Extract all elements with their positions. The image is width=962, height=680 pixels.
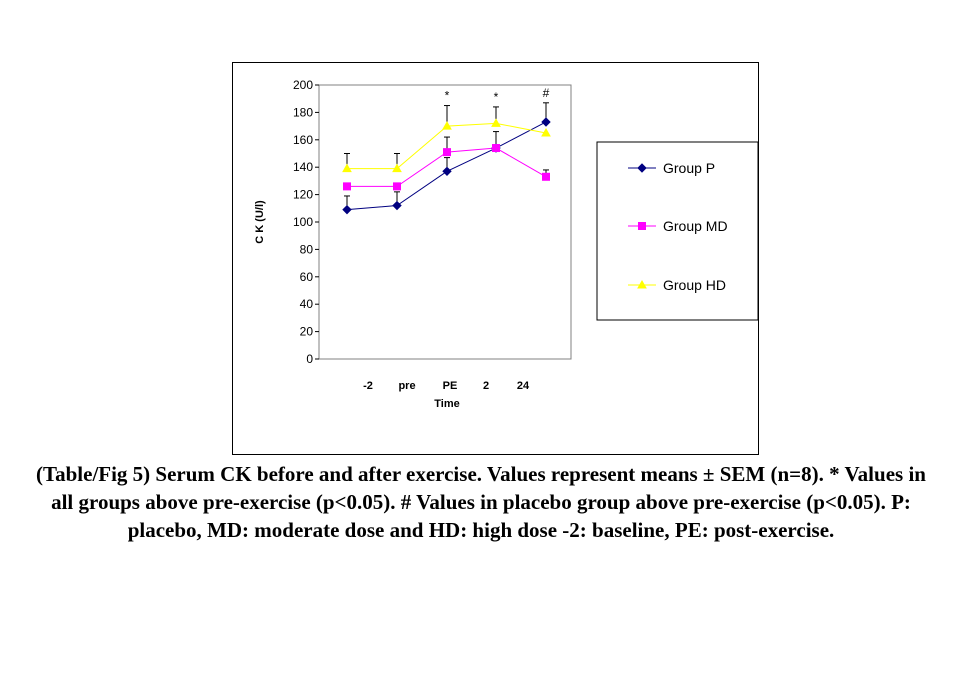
y-tick-label: 180 [293,105,313,119]
significance-annotation: # [543,86,550,100]
series-group-p-point [541,117,551,127]
legend-group-p-marker [637,163,647,173]
series-group-hd-point [541,127,551,137]
series-group-md-point [443,148,451,157]
legend-group-hd-label: Group HD [663,277,726,293]
series-group-hd-point [491,118,501,127]
y-tick-label: 80 [300,242,314,256]
y-tick-label: 160 [293,133,313,147]
y-tick-label: 200 [293,78,313,92]
series-group-hd-point [442,121,452,130]
y-tick-label: 140 [293,160,313,174]
significance-annotation: * [445,89,450,103]
ck-line-chart: 0 20 40 60 80 100 120 140 160 180 200 C K (U/l) -2 pr… [254,78,759,410]
x-tick-label: pre [398,380,415,392]
legend-group-md-label: Group MD [663,218,728,234]
x-tick-label: 24 [517,380,530,392]
series-group-md-point [492,144,500,153]
series-group-p-point [342,204,352,215]
series-group-p-point [442,166,452,177]
x-tick-label: 2 [483,380,489,392]
series-group-md-point [343,182,351,191]
y-tick-label: 0 [306,352,313,366]
x-axis-label: Time [434,398,459,410]
y-tick-label: 100 [293,215,313,229]
y-axis-label: C K (U/l) [254,200,266,244]
series-group-p-point [392,200,402,211]
legend-box [596,141,759,321]
y-tick-label: 120 [293,188,313,202]
legend-group-md-marker [638,222,646,230]
y-tick-label: 40 [300,297,314,311]
figure-frame: 0 20 40 60 80 100 120 140 160 180 200 C K (U/l) -2 pr… [232,62,759,455]
series-group-hd-point [342,163,352,173]
x-tick-label: PE [443,380,458,392]
x-tick-label: -2 [363,380,373,392]
series-group-md-point [542,172,550,181]
y-tick-label: 60 [300,270,314,284]
y-tick-label: 20 [300,325,314,339]
figure-caption: (Table/Fig 5) Serum CK before and after … [36,462,926,542]
legend-group-hd-marker [637,279,647,289]
series-group-hd-point [392,163,402,173]
series-group-md-point [393,182,401,191]
significance-annotation: * [494,90,499,104]
legend-group-p-label: Group P [663,160,715,176]
